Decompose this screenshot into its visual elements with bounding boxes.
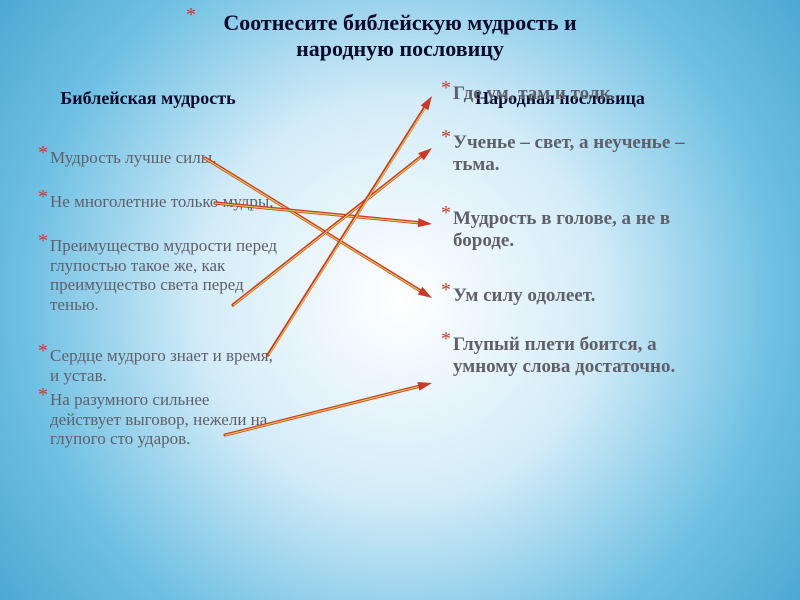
asterisk-icon: * bbox=[441, 279, 451, 302]
asterisk-icon: * bbox=[186, 4, 196, 27]
asterisk-icon: * bbox=[441, 202, 451, 225]
left-column-header: Библейская мудрость bbox=[48, 88, 248, 109]
asterisk-icon: * bbox=[441, 126, 451, 149]
right-item: Где ум, там и толк. bbox=[453, 83, 713, 105]
asterisk-icon: * bbox=[441, 328, 451, 351]
left-item: Сердце мудрого знает и время, и устав. bbox=[50, 346, 280, 385]
asterisk-icon: * bbox=[38, 340, 48, 363]
asterisk-icon: * bbox=[38, 230, 48, 253]
asterisk-icon: * bbox=[38, 384, 48, 407]
left-item: Мудрость лучше силы. bbox=[50, 148, 280, 168]
asterisk-icon: * bbox=[441, 77, 451, 100]
right-item: Мудрость в голове, а не в бороде. bbox=[453, 208, 713, 252]
left-item: Преимущество мудрости перед глупостью та… bbox=[50, 236, 280, 314]
asterisk-icon: * bbox=[38, 186, 48, 209]
right-item: Ум силу одолеет. bbox=[453, 285, 713, 307]
left-item: Не многолетние только мудры. bbox=[50, 192, 280, 212]
left-item: На разумного сильнее действует выговор, … bbox=[50, 390, 280, 449]
matching-slide: Соотнесите библейскую мудрость и народну… bbox=[0, 0, 800, 600]
slide-title: Соотнесите библейскую мудрость и народну… bbox=[200, 10, 600, 62]
asterisk-icon: * bbox=[38, 142, 48, 165]
right-item: Ученье – свет, а неученье – тьма. bbox=[453, 132, 713, 176]
right-item: Глупый плети боится, а умному слова дост… bbox=[453, 334, 713, 378]
